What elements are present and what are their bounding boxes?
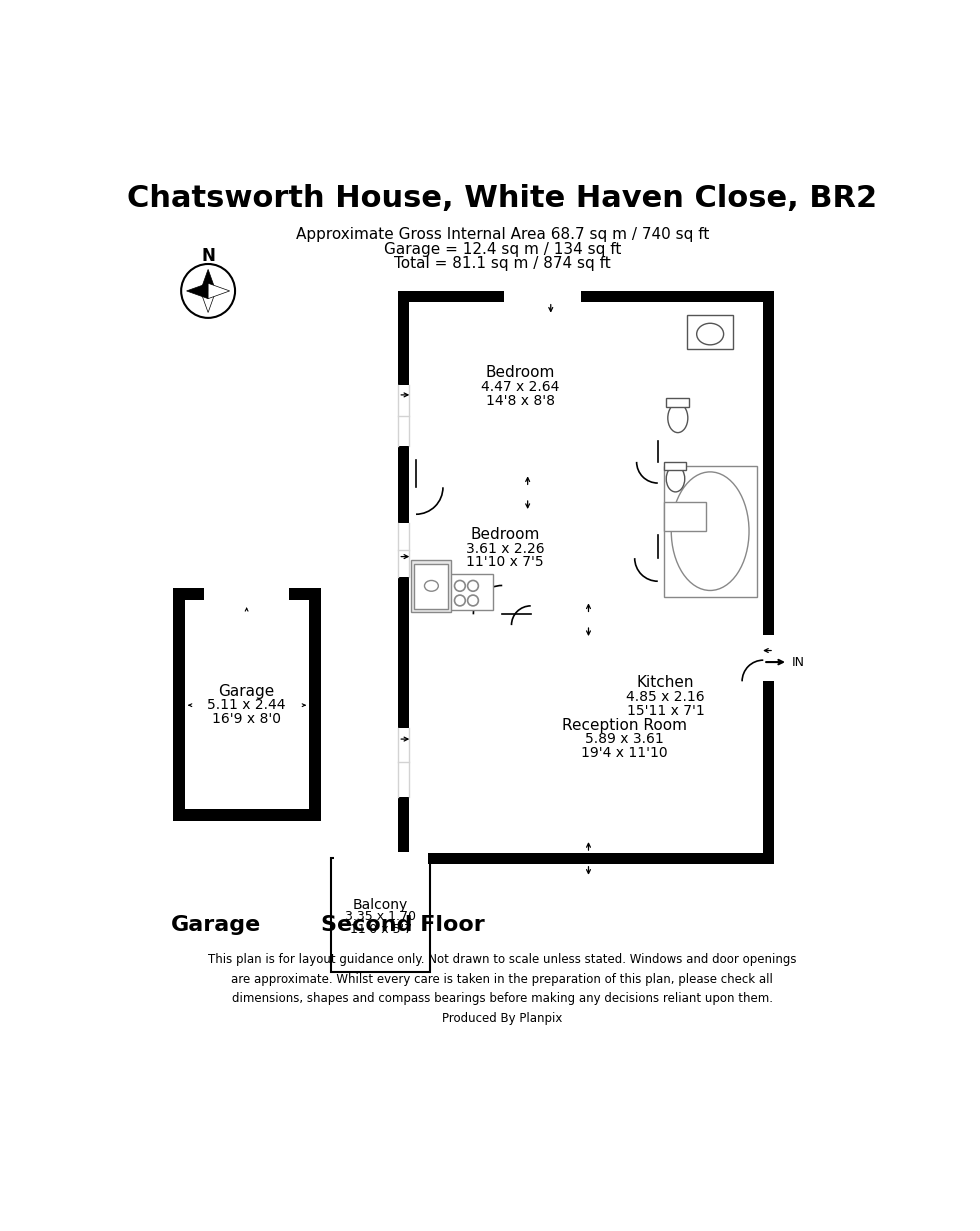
Ellipse shape	[671, 471, 749, 591]
Bar	[331, 858, 430, 972]
Bar	[664, 502, 707, 532]
Ellipse shape	[424, 581, 438, 591]
Bar	[664, 465, 758, 597]
Text: Kitchen: Kitchen	[637, 676, 694, 691]
Bar	[497, 492, 508, 532]
Text: N: N	[201, 247, 215, 266]
Text: 19'4 x 11'10: 19'4 x 11'10	[581, 746, 668, 760]
Text: Reception Room: Reception Room	[563, 718, 687, 732]
Text: Second Floor: Second Floor	[321, 915, 485, 934]
Bar	[415, 564, 449, 609]
Text: Total = 81.1 sq m / 874 sq ft: Total = 81.1 sq m / 874 sq ft	[394, 256, 611, 272]
Bar	[412, 560, 452, 612]
Bar	[172, 588, 321, 601]
Text: 15'11 x 7'1: 15'11 x 7'1	[626, 704, 705, 718]
Bar	[398, 487, 658, 499]
Text: 3.61 x 2.26: 3.61 x 2.26	[466, 542, 544, 555]
Bar	[559, 487, 569, 625]
Text: Garage: Garage	[172, 915, 262, 934]
Bar	[204, 587, 289, 601]
Text: This plan is for layout guidance only. Not drawn to scale unless stated. Windows: This plan is for layout guidance only. N…	[208, 953, 797, 1024]
Text: Approximate Gross Internal Area 68.7 sq m / 740 sq ft: Approximate Gross Internal Area 68.7 sq …	[296, 228, 709, 243]
Bar	[504, 291, 581, 303]
Text: 5.89 x 3.61: 5.89 x 3.61	[585, 732, 664, 746]
Bar	[499, 547, 510, 625]
Bar	[503, 613, 560, 625]
Bar	[409, 302, 763, 853]
Text: 4.47 x 2.64: 4.47 x 2.64	[481, 380, 560, 394]
Text: 14'8 x 8'8: 14'8 x 8'8	[486, 394, 555, 407]
Bar	[647, 444, 774, 455]
Bar	[678, 399, 774, 410]
Bar	[762, 635, 775, 681]
Polygon shape	[208, 283, 229, 299]
Circle shape	[467, 581, 478, 591]
Bar	[398, 523, 410, 577]
Text: Balcony: Balcony	[353, 897, 409, 912]
Bar	[309, 588, 321, 821]
Bar	[398, 291, 774, 864]
Text: 4.85 x 2.16: 4.85 x 2.16	[626, 689, 705, 704]
Text: Garage = 12.4 sq m / 134 sq ft: Garage = 12.4 sq m / 134 sq ft	[383, 241, 621, 257]
Circle shape	[455, 595, 466, 606]
Bar	[559, 487, 569, 519]
Bar	[678, 291, 689, 404]
Bar	[398, 728, 410, 796]
Polygon shape	[201, 270, 216, 291]
Bar	[647, 291, 658, 625]
Text: 16'9 x 8'0: 16'9 x 8'0	[212, 712, 281, 726]
Bar	[416, 486, 470, 499]
Text: Garage: Garage	[219, 684, 274, 699]
Polygon shape	[201, 291, 216, 313]
Polygon shape	[186, 283, 208, 299]
Bar	[666, 398, 689, 407]
Text: IN: IN	[792, 656, 805, 668]
Bar	[333, 858, 427, 860]
Circle shape	[455, 581, 466, 591]
Bar	[687, 315, 733, 350]
Bar	[172, 809, 321, 821]
Text: Bedroom: Bedroom	[486, 366, 555, 380]
Text: 3.35 x 1.70: 3.35 x 1.70	[345, 911, 416, 923]
Bar	[416, 486, 470, 499]
Text: Chatsworth House, White Haven Close, BR2: Chatsworth House, White Haven Close, BR2	[127, 185, 877, 213]
Circle shape	[467, 595, 478, 606]
Ellipse shape	[666, 465, 685, 492]
Bar	[571, 567, 582, 625]
Ellipse shape	[697, 324, 723, 345]
Bar	[664, 462, 686, 469]
Ellipse shape	[667, 404, 688, 432]
Bar	[503, 613, 560, 625]
Bar	[398, 614, 774, 625]
Text: 11'10 x 7'5: 11'10 x 7'5	[466, 555, 544, 570]
Text: 11'0 x 5'7: 11'0 x 5'7	[350, 923, 412, 936]
Text: 5.11 x 2.44: 5.11 x 2.44	[208, 698, 286, 713]
Bar	[398, 385, 410, 447]
Bar	[172, 588, 185, 821]
Bar	[449, 574, 493, 611]
Bar	[333, 852, 427, 864]
Text: Bedroom: Bedroom	[470, 527, 540, 542]
